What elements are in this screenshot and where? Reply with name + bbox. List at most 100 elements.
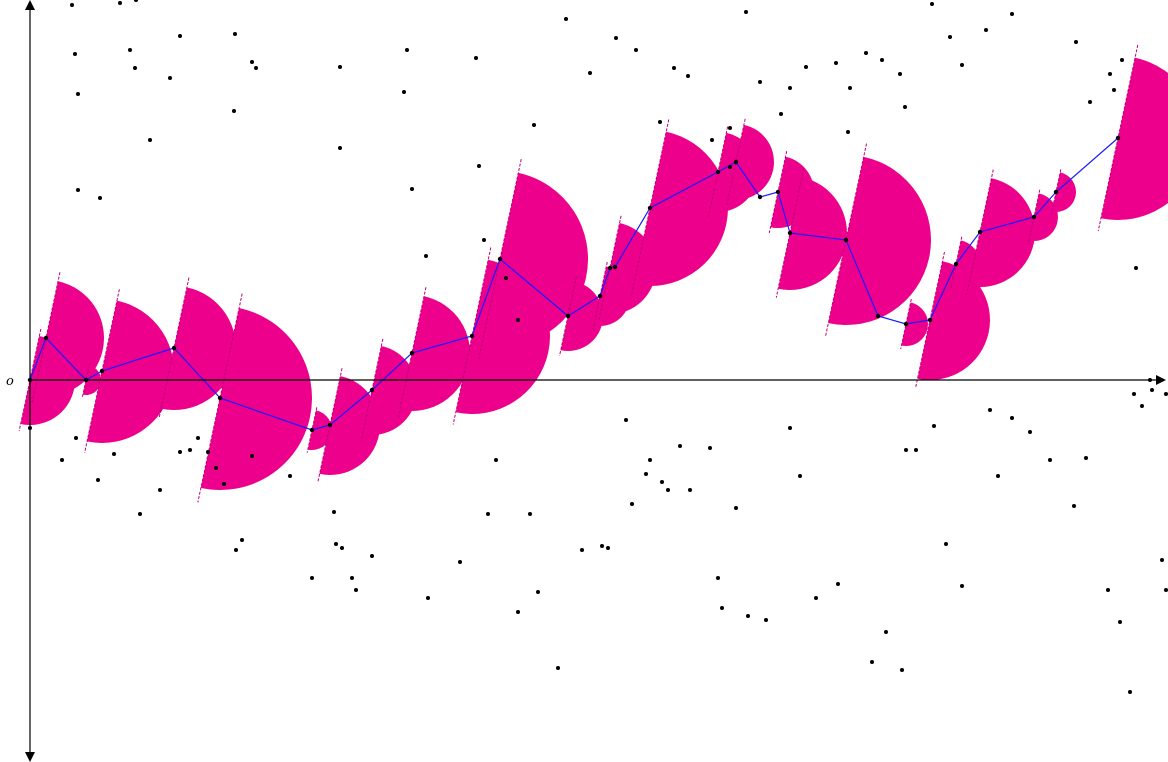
path-vertex-5 [217,395,223,401]
scatter-point-110 [764,618,768,622]
scatter-point-26 [516,318,520,322]
scatter-point-2 [118,1,122,5]
scatter-point-93 [556,666,560,670]
path-vertex-4 [171,345,177,351]
scatter-point-116 [884,630,888,634]
axes: o [6,0,1166,762]
scatter-point-84 [354,588,358,592]
scatter-point-7 [178,34,182,38]
scatter-point-71 [196,436,200,440]
sector-8 [362,345,417,435]
scatter-point-97 [624,418,628,422]
scatter-point-61 [1148,378,1152,382]
scatter-point-113 [814,596,818,600]
scatter-point-70 [188,448,192,452]
scatter-point-132 [1128,690,1132,694]
scatter-point-119 [914,448,918,452]
scatter-point-137 [1164,588,1168,592]
scatter-point-76 [240,538,244,542]
scatter-point-38 [744,10,748,14]
scatter-point-8 [233,32,237,36]
scatter-point-96 [606,546,610,550]
scatter-point-79 [310,576,314,580]
path-vertex-27 [977,229,983,235]
scatter-point-11 [232,109,236,113]
scatter-point-77 [250,454,254,458]
path-vertex-12 [565,313,571,319]
scatter-point-85 [370,554,374,558]
scatter-point-55 [1074,40,1078,44]
scatter-point-115 [870,660,874,664]
scatter-point-31 [634,48,638,52]
path-vertex-30 [1115,135,1121,141]
scatter-point-50 [930,2,934,6]
scatter-point-6 [168,76,172,80]
scatter-point-1 [73,52,77,56]
scatter-point-37 [728,165,732,169]
scatter-point-10 [254,66,258,70]
scatter-point-69 [178,450,182,454]
scatter-point-48 [898,72,902,76]
scatter-point-20 [402,90,406,94]
scatter-point-135 [1150,388,1154,392]
scatter-point-100 [648,458,652,462]
scatter-point-133 [1132,392,1136,396]
scatter-point-42 [804,65,808,69]
scatter-point-41 [788,86,792,90]
scatter-point-59 [1120,58,1124,62]
path-vertex-11 [497,256,503,262]
scatter-point-49 [903,105,907,109]
scatter-point-81 [334,542,338,546]
scatter-point-104 [688,488,692,492]
scatter-point-44 [846,130,850,134]
path-vertex-16 [647,205,653,211]
scatter-point-27 [532,123,536,127]
scatter-point-13 [76,188,80,192]
scatter-point-30 [614,36,618,40]
scatter-point-109 [746,614,750,618]
scatter-point-45 [848,86,852,90]
path-vertices [27,135,1121,433]
scatter-point-103 [678,444,682,448]
scatter-point-68 [158,488,162,492]
scatter-point-122 [960,584,964,588]
scatter-point-65 [96,478,100,482]
path-vertex-24 [903,321,909,327]
scatter-point-123 [988,408,992,412]
scatter-point-91 [528,512,532,516]
path-vertex-22 [843,237,849,243]
scatter-point-62 [28,426,32,430]
scatter-point-136 [1160,558,1164,562]
sector-9 [399,296,471,412]
scatter-point-23 [477,164,481,168]
scatter-point-95 [600,544,604,548]
scatter-point-130 [1106,588,1110,592]
path-vertex-29 [1053,189,1059,195]
scatter-point-101 [660,480,664,484]
sector-edge-17 [726,118,746,206]
scatter-point-17 [338,146,342,150]
sector-27 [1100,57,1168,220]
sector-4 [161,287,236,410]
sector-edge-19 [775,168,805,298]
sector-edge-11 [478,159,522,359]
sector-24 [968,178,1035,287]
sector-21 [901,302,928,346]
scatter-point-98 [630,502,634,506]
scatter-point-118 [904,448,908,452]
scatter-point-86 [426,596,430,600]
scatter-point-78 [288,474,292,478]
path-vertex-9 [409,350,415,356]
sector-edge-2 [81,362,91,398]
scatter-point-46 [864,51,868,55]
scatter-point-66 [112,452,116,456]
path-vertex-21 [787,230,793,236]
scatter-point-29 [588,71,592,75]
path-vertex-17 [715,169,721,175]
scatter-point-73 [214,466,218,470]
sector-17 [728,124,774,200]
scatter-point-107 [720,606,724,610]
scatter-point-63 [60,458,64,462]
path-vertex-25 [927,317,933,323]
scatter-point-34 [686,74,690,78]
